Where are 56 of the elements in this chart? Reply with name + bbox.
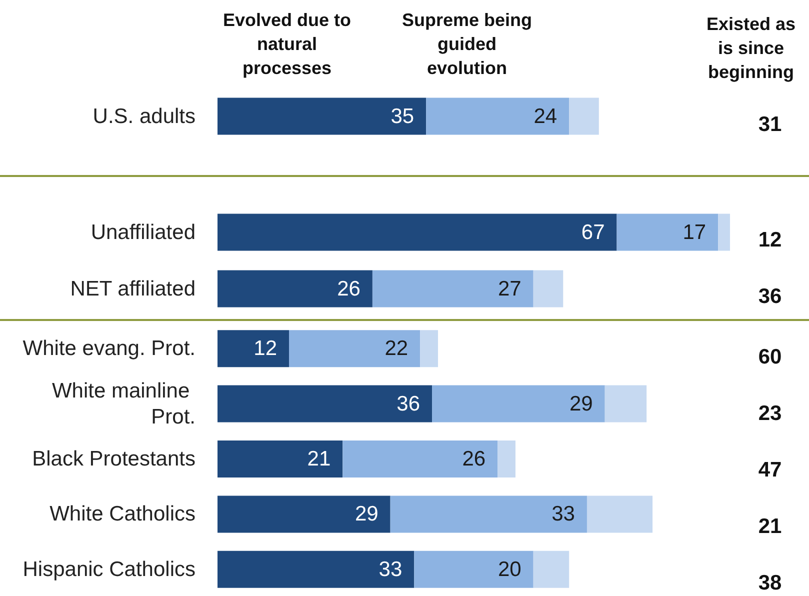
bar bbox=[498, 440, 516, 477]
data-label: 67 bbox=[581, 220, 605, 244]
bar bbox=[718, 213, 730, 250]
bar bbox=[533, 270, 564, 307]
bar bbox=[616, 213, 718, 250]
data-label: 27 bbox=[498, 276, 522, 300]
data-label: 12 bbox=[758, 228, 782, 252]
y-tick-label: Hispanic Catholics bbox=[22, 557, 196, 580]
bar bbox=[390, 495, 587, 532]
y-tick-label: Unaffiliated bbox=[90, 220, 196, 244]
data-label: 23 bbox=[758, 402, 782, 425]
data-label: 26 bbox=[337, 276, 360, 300]
y-tick-label: U.S. adults bbox=[92, 104, 196, 128]
data-label: 36 bbox=[396, 392, 420, 415]
data-label: 29 bbox=[569, 392, 593, 415]
bar bbox=[533, 550, 570, 588]
bar bbox=[586, 495, 653, 532]
data-label: 22 bbox=[384, 336, 408, 360]
data-label: 33 bbox=[552, 502, 575, 526]
series-label: Evolved due to natural processes bbox=[222, 10, 352, 78]
data-label: 38 bbox=[758, 571, 782, 594]
data-label: 29 bbox=[354, 502, 378, 526]
data-label: 47 bbox=[758, 458, 782, 482]
bar bbox=[342, 440, 498, 477]
data-label: 31 bbox=[758, 112, 782, 136]
bar bbox=[218, 330, 290, 367]
y-tick-label: White evang. Prot. bbox=[22, 336, 196, 360]
data-label: 36 bbox=[758, 284, 782, 308]
data-label: 12 bbox=[254, 336, 278, 360]
data-label: 26 bbox=[462, 447, 486, 470]
bar bbox=[218, 213, 617, 250]
y-tick-label: NET affiliated bbox=[70, 276, 196, 300]
bar bbox=[218, 495, 390, 532]
bar bbox=[218, 270, 372, 307]
bar bbox=[432, 384, 605, 422]
data-label: 33 bbox=[378, 557, 402, 580]
data-label: 20 bbox=[498, 557, 522, 580]
data-label: 21 bbox=[307, 447, 331, 470]
bar bbox=[218, 384, 432, 422]
data-label: 21 bbox=[758, 514, 782, 538]
bar bbox=[420, 330, 438, 367]
bar bbox=[604, 384, 647, 422]
text: Existed as is since beginning bbox=[706, 14, 796, 82]
data-label: 35 bbox=[390, 104, 414, 128]
series-label: Supreme being guided evolution bbox=[402, 10, 532, 78]
y-tick-label: White mainline Prot. bbox=[52, 378, 196, 428]
y-tick-label: Black Protestants bbox=[32, 447, 196, 470]
bar bbox=[414, 550, 534, 588]
bar bbox=[372, 270, 534, 307]
data-label: 17 bbox=[682, 220, 706, 244]
bar bbox=[218, 440, 343, 477]
data-label: 24 bbox=[534, 104, 558, 128]
bar bbox=[218, 550, 414, 588]
data-label: 60 bbox=[758, 345, 782, 368]
y-tick-label: White Catholics bbox=[50, 502, 196, 526]
bar bbox=[289, 330, 420, 367]
